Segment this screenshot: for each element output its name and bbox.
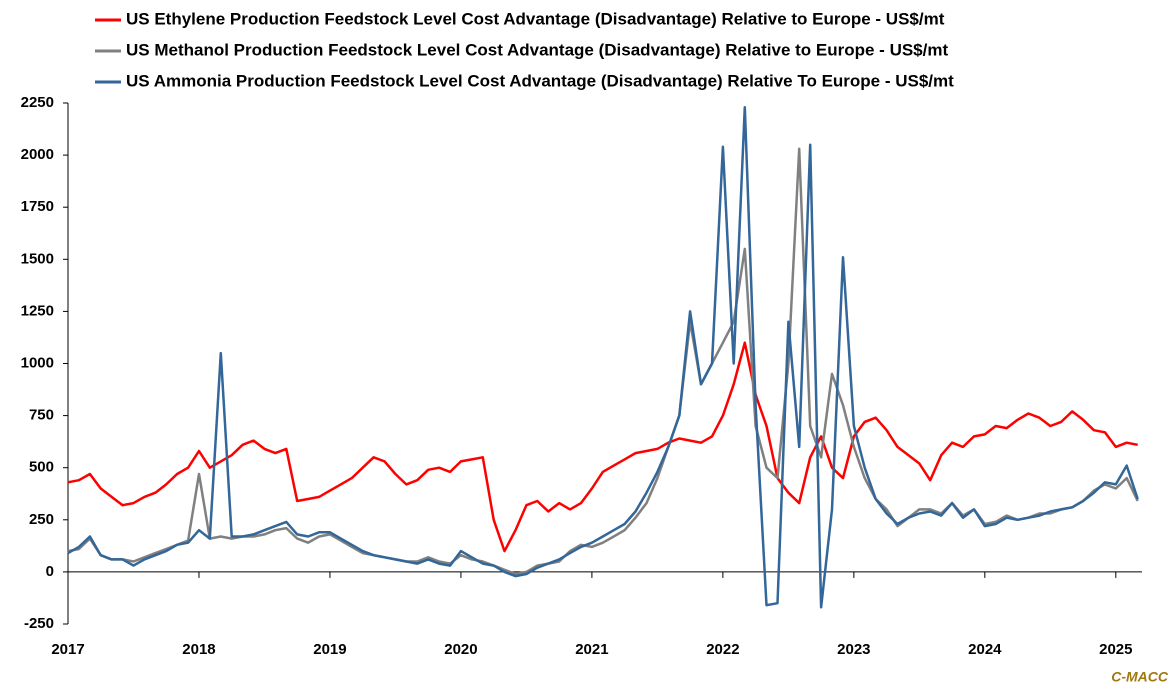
y-tick-label: 2250 (21, 94, 54, 111)
x-tick-label: 2023 (837, 641, 870, 658)
x-tick-label: 2024 (968, 641, 1002, 658)
y-tick-label: -250 (24, 615, 54, 632)
y-tick-label: 1750 (21, 198, 54, 215)
x-tick-label: 2017 (51, 641, 84, 658)
x-tick-label: 2018 (182, 641, 215, 658)
y-tick-label: 1000 (21, 354, 54, 371)
y-tick-label: 2000 (21, 146, 54, 163)
x-tick-label: 2021 (575, 641, 608, 658)
source: C-MACC (1111, 669, 1169, 685)
series-line (67, 105, 1139, 609)
legend-label: US Ammonia Production Feedstock Level Co… (126, 71, 954, 90)
y-tick-label: 250 (29, 511, 54, 528)
legend-label: US Methanol Production Feedstock Level C… (126, 40, 948, 59)
series-line (67, 147, 1139, 576)
x-tick-label: 2022 (706, 641, 739, 658)
y-tick-label: 750 (29, 407, 54, 424)
x-tick-label: 2019 (313, 641, 346, 658)
y-tick-label: 0 (46, 563, 54, 580)
series-line (67, 341, 1138, 553)
y-tick-label: 1500 (21, 250, 54, 267)
x-tick-label: 2020 (444, 641, 477, 658)
x-tick-label: 2025 (1099, 641, 1132, 658)
y-tick-label: 500 (29, 459, 54, 476)
legend-label: US Ethylene Production Feedstock Level C… (126, 9, 945, 28)
y-tick-label: 1250 (21, 302, 54, 319)
